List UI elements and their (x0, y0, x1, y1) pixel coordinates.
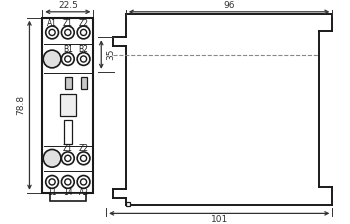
Text: 11: 11 (47, 188, 57, 197)
Text: Z1: Z1 (63, 144, 73, 153)
Circle shape (77, 26, 90, 39)
Bar (64, 120, 72, 144)
Circle shape (46, 176, 58, 188)
Text: 35: 35 (107, 49, 116, 60)
Circle shape (80, 179, 86, 185)
Circle shape (61, 53, 74, 65)
Circle shape (77, 53, 90, 65)
Circle shape (49, 179, 55, 185)
Bar (126, 202, 130, 205)
Text: B2: B2 (79, 45, 89, 54)
Circle shape (61, 26, 74, 39)
Text: Z2: Z2 (78, 19, 89, 28)
Circle shape (80, 155, 86, 161)
Circle shape (46, 26, 58, 39)
Bar (65, 77, 72, 88)
Text: A2: A2 (78, 188, 89, 197)
Text: 22.5: 22.5 (58, 1, 78, 10)
Circle shape (65, 56, 71, 62)
Text: Z2: Z2 (78, 144, 89, 153)
Text: B1: B1 (63, 45, 73, 54)
Circle shape (80, 56, 86, 62)
Circle shape (65, 155, 71, 161)
Circle shape (65, 29, 71, 36)
Text: A1: A1 (47, 19, 57, 28)
Circle shape (43, 50, 61, 68)
Text: 78.8: 78.8 (16, 95, 25, 115)
Circle shape (65, 179, 71, 185)
Text: 14: 14 (63, 188, 73, 197)
Bar (42, 18, 93, 193)
Circle shape (61, 176, 74, 188)
Circle shape (49, 29, 55, 36)
Circle shape (77, 176, 90, 188)
Circle shape (61, 152, 74, 165)
Text: 101: 101 (211, 215, 228, 224)
Text: 96: 96 (223, 1, 235, 10)
Bar (80, 77, 88, 88)
Circle shape (80, 29, 86, 36)
Circle shape (77, 152, 90, 165)
Bar (60, 94, 76, 116)
Bar (50, 193, 85, 201)
Text: Z1: Z1 (63, 19, 73, 28)
Circle shape (43, 149, 61, 167)
